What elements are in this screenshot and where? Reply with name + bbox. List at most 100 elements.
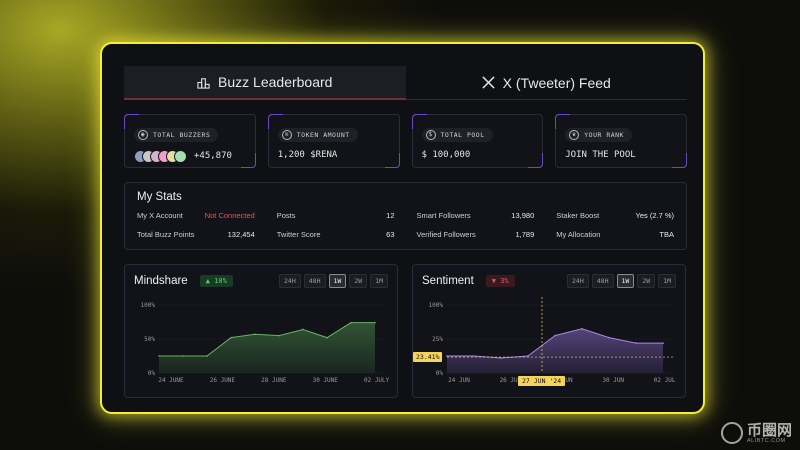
data-point (230, 336, 232, 339)
avatar (174, 149, 187, 163)
y-tick-label: 50% (144, 336, 155, 343)
data-point (278, 334, 280, 337)
tab-label: X (Tweeter) Feed (502, 74, 611, 91)
card-label: ◉ TOTAL BUZZERS (134, 127, 219, 142)
avatar-stack (134, 149, 187, 163)
x-tick-label: 24 JUNE (158, 377, 184, 384)
users-icon: ◉ (138, 129, 148, 140)
mindshare-plot: 100% 50% 0%24 JUNE 26 JUNE 28 JUNE 30 JUNE 02 … (141, 302, 390, 384)
x-tick-label: 26 JUNE (210, 377, 236, 384)
stat-value: 1,789 (515, 230, 535, 239)
tab-x-feed[interactable]: X (Tweeter) Feed (405, 66, 687, 100)
stats-title: My Stats (137, 191, 182, 203)
stat-value: TBA (659, 230, 674, 239)
card-your-rank[interactable]: ♛ YOUR RANK JOIN THE POOL (555, 114, 687, 168)
hover-date-label: 27 JUN '24 (518, 376, 566, 386)
tab-buzz-leaderboard[interactable]: Buzz Leaderboard (124, 66, 406, 100)
data-point (581, 328, 583, 330)
token-icon: ≋ (281, 129, 292, 140)
data-point (206, 355, 208, 357)
stats-grid: My X Account Not Connected Posts 12 Smart Fo… (137, 211, 674, 239)
chart-title: Sentiment (422, 275, 474, 287)
series-line (159, 322, 375, 357)
stat-label: Verified Followers (416, 230, 476, 239)
y-tick-label: 100% (429, 302, 444, 309)
stat-label: Posts (276, 211, 296, 220)
x-tick-label: 30 JUN (602, 377, 624, 384)
data-point (158, 355, 160, 357)
coin-icon: $ (425, 129, 436, 140)
tab-bar: Buzz Leaderboard X (Tweeter) Feed (124, 66, 687, 100)
data-point (662, 342, 664, 344)
range-button-24h[interactable]: 24H (279, 274, 301, 288)
summary-cards: ◉ TOTAL BUZZERS +45,870 ≋ TOKEN AMOUNT 1,2… (124, 114, 687, 168)
podium-icon (197, 77, 210, 89)
y-tick-label: 0% (436, 370, 444, 377)
stat-value: 132,454 (227, 230, 255, 239)
x-tick-label: 02 JULY (364, 377, 390, 384)
stat-row: Posts 12 (277, 211, 395, 220)
stat-value: 12 (386, 211, 395, 220)
data-point (374, 321, 376, 324)
range-button-1m[interactable]: 1M (658, 274, 676, 288)
series-area (159, 322, 375, 373)
range-button-2w[interactable]: 2W (637, 274, 656, 288)
chart-title: Mindshare (134, 275, 188, 287)
card-label: ♛ YOUR RANK (565, 127, 632, 142)
stat-value[interactable]: Not Connected (204, 211, 255, 220)
stat-label: My X Account (137, 211, 183, 220)
range-button-48h[interactable]: 48H (591, 274, 614, 288)
range-button-1w[interactable]: 1W (328, 274, 347, 288)
range-selector: 24H 48H 1W 2W 1M (279, 274, 388, 288)
range-button-24h[interactable]: 24H (567, 274, 589, 288)
stat-row: Total Buzz Points 132,454 (137, 230, 255, 239)
delta-badge: ▲ 10% (199, 275, 233, 287)
watermark-sub: ALIBTC.COM (746, 437, 786, 444)
stat-row: Verified Followers 1,789 (417, 230, 535, 239)
range-button-1m[interactable]: 1M (370, 274, 388, 288)
stat-row: Smart Followers 13,980 (417, 211, 535, 220)
data-point (326, 336, 328, 339)
data-point (182, 355, 184, 357)
hover-value-label: 23.41% (413, 352, 443, 363)
join-pool-link[interactable]: JOIN THE POOL (565, 149, 636, 160)
x-tick-label: 28 JUNE (261, 377, 287, 384)
range-button-1w[interactable]: 1W (616, 274, 635, 288)
x-tick-label: 24 JUN (448, 377, 470, 384)
data-point (608, 336, 610, 339)
x-tick-label: 30 JUNE (313, 377, 339, 384)
y-tick-label: 0% (148, 370, 156, 377)
stat-row: Twitter Score 63 (277, 230, 395, 239)
card-label: $ TOTAL POOL (421, 127, 493, 142)
y-tick-label: 100% (141, 302, 156, 309)
series-area (447, 328, 663, 373)
stat-value: 63 (386, 230, 395, 239)
leaderboard-panel: Buzz Leaderboard X (Tweeter) Feed ◉ TOTAL… (100, 42, 705, 414)
my-stats: My Stats My X Account Not Connected Posts 1… (124, 182, 687, 250)
tab-label: Buzz Leaderboard (218, 74, 333, 90)
stat-label: Staker Boost (556, 211, 600, 220)
token-amount-value: 1,200 $RENA (277, 149, 338, 160)
stat-label: Total Buzz Points (137, 230, 195, 239)
range-button-2w[interactable]: 2W (349, 274, 368, 288)
range-button-48h[interactable]: 48H (303, 274, 326, 288)
data-point (500, 357, 502, 359)
mindshare-chart: Mindshare ▲ 10% 24H 48H 1W 2W 1M 100% 50% 0% 24… (124, 264, 398, 398)
trophy-icon: ♛ (569, 129, 580, 140)
x-tick-label: 02 JUL (654, 377, 676, 384)
data-point (302, 328, 304, 331)
stat-value: Yes (2.7 %) (635, 211, 675, 220)
delta-badge: ▼ 3% (485, 275, 515, 287)
card-label: ≋ TOKEN AMOUNT (277, 127, 358, 142)
sentiment-chart: Sentiment ▼ 3% 24H 48H 1W 2W 1M 100% 25% 0% 24 … (412, 264, 686, 398)
data-point (635, 342, 637, 344)
stat-row: Staker Boost Yes (2.7 %) (556, 211, 674, 220)
stat-value: 13,980 (511, 211, 535, 220)
stat-label: Twitter Score (276, 230, 321, 239)
total-buzzers-value: +45,870 (194, 151, 232, 161)
data-point (446, 355, 448, 357)
x-tick-label: 26 JUN (500, 377, 522, 384)
data-point (554, 334, 556, 337)
data-point (254, 333, 256, 336)
